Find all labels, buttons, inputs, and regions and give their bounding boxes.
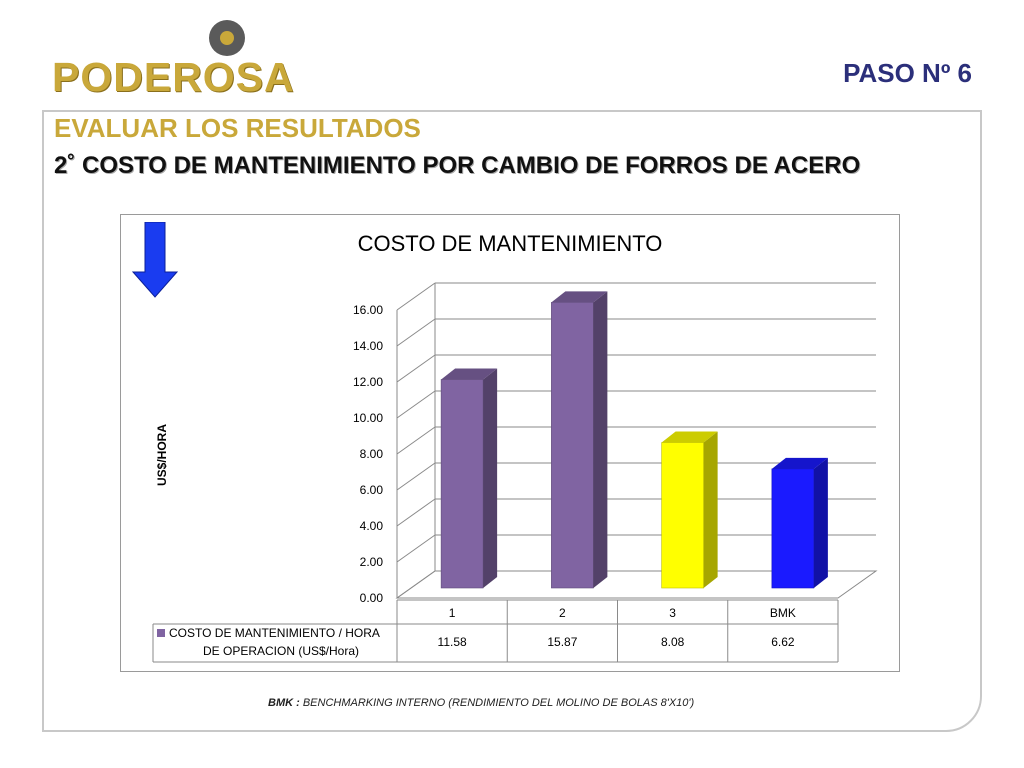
poderosa-logo: PODEROSA <box>52 20 322 100</box>
content-frame <box>42 110 982 732</box>
logo-emblem <box>209 20 245 56</box>
step-label: PASO Nº 6 <box>843 58 972 88</box>
footnote-text: BENCHMARKING INTERNO (RENDIMIENTO DEL MO… <box>299 697 695 709</box>
footnote: BMK : BENCHMARKING INTERNO (RENDIMIENTO … <box>268 697 694 709</box>
down-arrow-icon <box>132 222 178 298</box>
section-heading: EVALUAR LOS RESULTADOS <box>54 113 421 143</box>
chart-container <box>120 214 900 672</box>
footnote-label: BMK : <box>268 697 300 709</box>
logo-text: PODEROSA <box>52 54 295 100</box>
section-subheading: 2˚ COSTO DE MANTENIMIENTO POR CAMBIO DE … <box>54 152 861 179</box>
